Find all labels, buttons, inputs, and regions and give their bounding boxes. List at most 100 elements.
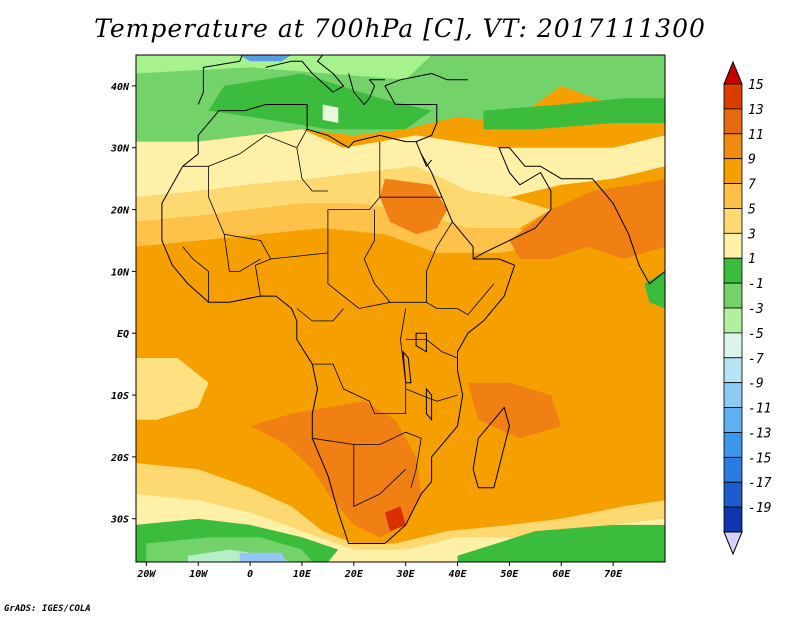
temperature-band-12 <box>250 401 422 538</box>
colorbar-label-9: -3 <box>748 302 764 317</box>
lon-label-10W: 10W <box>189 569 208 580</box>
border-2 <box>296 147 328 192</box>
border-11 <box>405 388 458 402</box>
temperature-band-20 <box>239 552 287 562</box>
colorbar-swatch-4 <box>723 183 743 209</box>
country-borders <box>182 129 495 508</box>
longitude-axis: 20W 10W 0 10E 20E 30E 40E 50E 60E 70E <box>136 562 623 580</box>
colorbar-label-14: -13 <box>748 426 771 441</box>
temperature-band-10 <box>509 178 665 259</box>
colorbar-swatch-0 <box>723 83 743 110</box>
coastline-0 <box>161 104 516 544</box>
temperature-band-6 <box>136 129 665 198</box>
colorbar-label-2: 11 <box>748 128 764 143</box>
colorbar-label-15: -15 <box>748 451 772 466</box>
colorbar-label-12: -9 <box>748 377 764 392</box>
border-4 <box>363 209 427 303</box>
lake-2 <box>425 387 433 422</box>
border-14 <box>223 234 261 272</box>
temperature-band-11 <box>467 382 562 439</box>
colorbar-swatch-5 <box>723 208 743 234</box>
coastlines <box>161 55 665 544</box>
border-13 <box>353 444 406 508</box>
lat-label-30S: 30S <box>110 515 129 526</box>
lon-label-60E: 60E <box>552 569 571 580</box>
border-5 <box>327 252 391 309</box>
colorbar-label-5: 5 <box>748 202 756 217</box>
colorbar-swatch-13 <box>723 407 743 433</box>
lon-label-50E: 50E <box>500 569 519 580</box>
lake-0 <box>415 332 427 353</box>
temperature-band-7 <box>136 166 551 229</box>
lat-label-20S: 20S <box>110 453 129 464</box>
lon-label-20E: 20E <box>344 569 364 580</box>
colorbar-label-13: -11 <box>748 402 771 417</box>
lat-label-10N: 10N <box>111 267 130 278</box>
colorbar-label-16: -17 <box>748 476 772 491</box>
lat-label-30N: 30N <box>110 144 130 155</box>
plot-frame <box>135 54 666 563</box>
map-title: Temperature at 700hPa [C], VT: 201711130… <box>94 14 706 43</box>
colorbar-swatch-2 <box>723 133 743 160</box>
coastline-2 <box>384 73 468 143</box>
temperature-band-3 <box>136 55 432 80</box>
colorbar-label-7: 1 <box>748 252 756 267</box>
lat-label-20N: 20N <box>110 206 130 217</box>
colorbar-max-arrow <box>723 60 743 85</box>
border-15 <box>182 246 210 303</box>
colorbar-min-arrow <box>723 531 743 556</box>
border-8 <box>296 308 344 322</box>
lon-label-20W: 20W <box>136 569 156 580</box>
temperature-band-1 <box>208 73 432 130</box>
coastline-7 <box>348 73 385 105</box>
grads-credit: GrADS: IGES/COLA <box>4 604 91 614</box>
temperature-band-9 <box>379 178 448 235</box>
colorbar-label-11: -7 <box>748 352 764 367</box>
colorbar-swatch-3 <box>723 158 743 184</box>
coastline-3 <box>472 147 665 285</box>
border-10 <box>405 338 458 359</box>
colorbar-swatch-8 <box>723 282 743 309</box>
colorbar: 15 13 11 9 7 5 3 1 -1 -3 -5 -7 -9 -11 -13 -15 -17 -19 <box>723 60 772 556</box>
border-7 <box>425 221 453 303</box>
temperature-band-22 <box>384 506 406 532</box>
temperature-band-17 <box>457 524 665 562</box>
colorbar-label-1: 13 <box>748 103 764 118</box>
coastline-4 <box>420 153 432 167</box>
coastline-5 <box>197 55 243 105</box>
lat-label-40N: 40N <box>111 82 130 93</box>
border-9 <box>312 308 407 415</box>
border-1 <box>208 129 308 167</box>
colorbar-swatch-9 <box>723 307 743 334</box>
temperature-band-8 <box>136 203 541 253</box>
temperature-band-4 <box>322 104 339 123</box>
colorbar-swatch-10 <box>723 332 743 359</box>
colorbar-label-10: -5 <box>748 327 764 342</box>
lon-label-70E: 70E <box>604 569 623 580</box>
colorbar-label-0: 15 <box>748 78 764 93</box>
lon-label-30E: 30E <box>396 569 416 580</box>
temperature-band-21 <box>644 271 665 309</box>
colorbar-label-17: -19 <box>748 501 771 516</box>
colorbar-swatch-7 <box>723 257 743 284</box>
colorbar-label-4: 7 <box>748 178 756 193</box>
colorbar-swatch-11 <box>723 357 743 384</box>
colorbar-label-6: 3 <box>747 227 756 242</box>
colorbar-swatch-14 <box>723 432 743 458</box>
temperature-band-2 <box>483 98 665 130</box>
temperature-band-5 <box>239 55 292 62</box>
lon-label-10E: 10E <box>293 569 312 580</box>
colorbar-swatch-12 <box>723 382 743 408</box>
temperature-band-0 <box>136 55 665 142</box>
colorbar-label-3: 9 <box>748 153 756 168</box>
latitude-axis: 40N 30N 20N 10N EQ 10S 20S 30S <box>110 82 136 526</box>
coastline-1 <box>472 406 510 489</box>
lon-label-0: 0 <box>247 569 253 580</box>
border-16 <box>254 258 271 297</box>
lat-label-10S: 10S <box>111 391 129 402</box>
colorbar-label-8: -1 <box>748 277 764 292</box>
coastline-6 <box>265 55 344 93</box>
colorbar-swatch-16 <box>723 481 743 508</box>
colorbar-swatch-6 <box>723 232 743 259</box>
